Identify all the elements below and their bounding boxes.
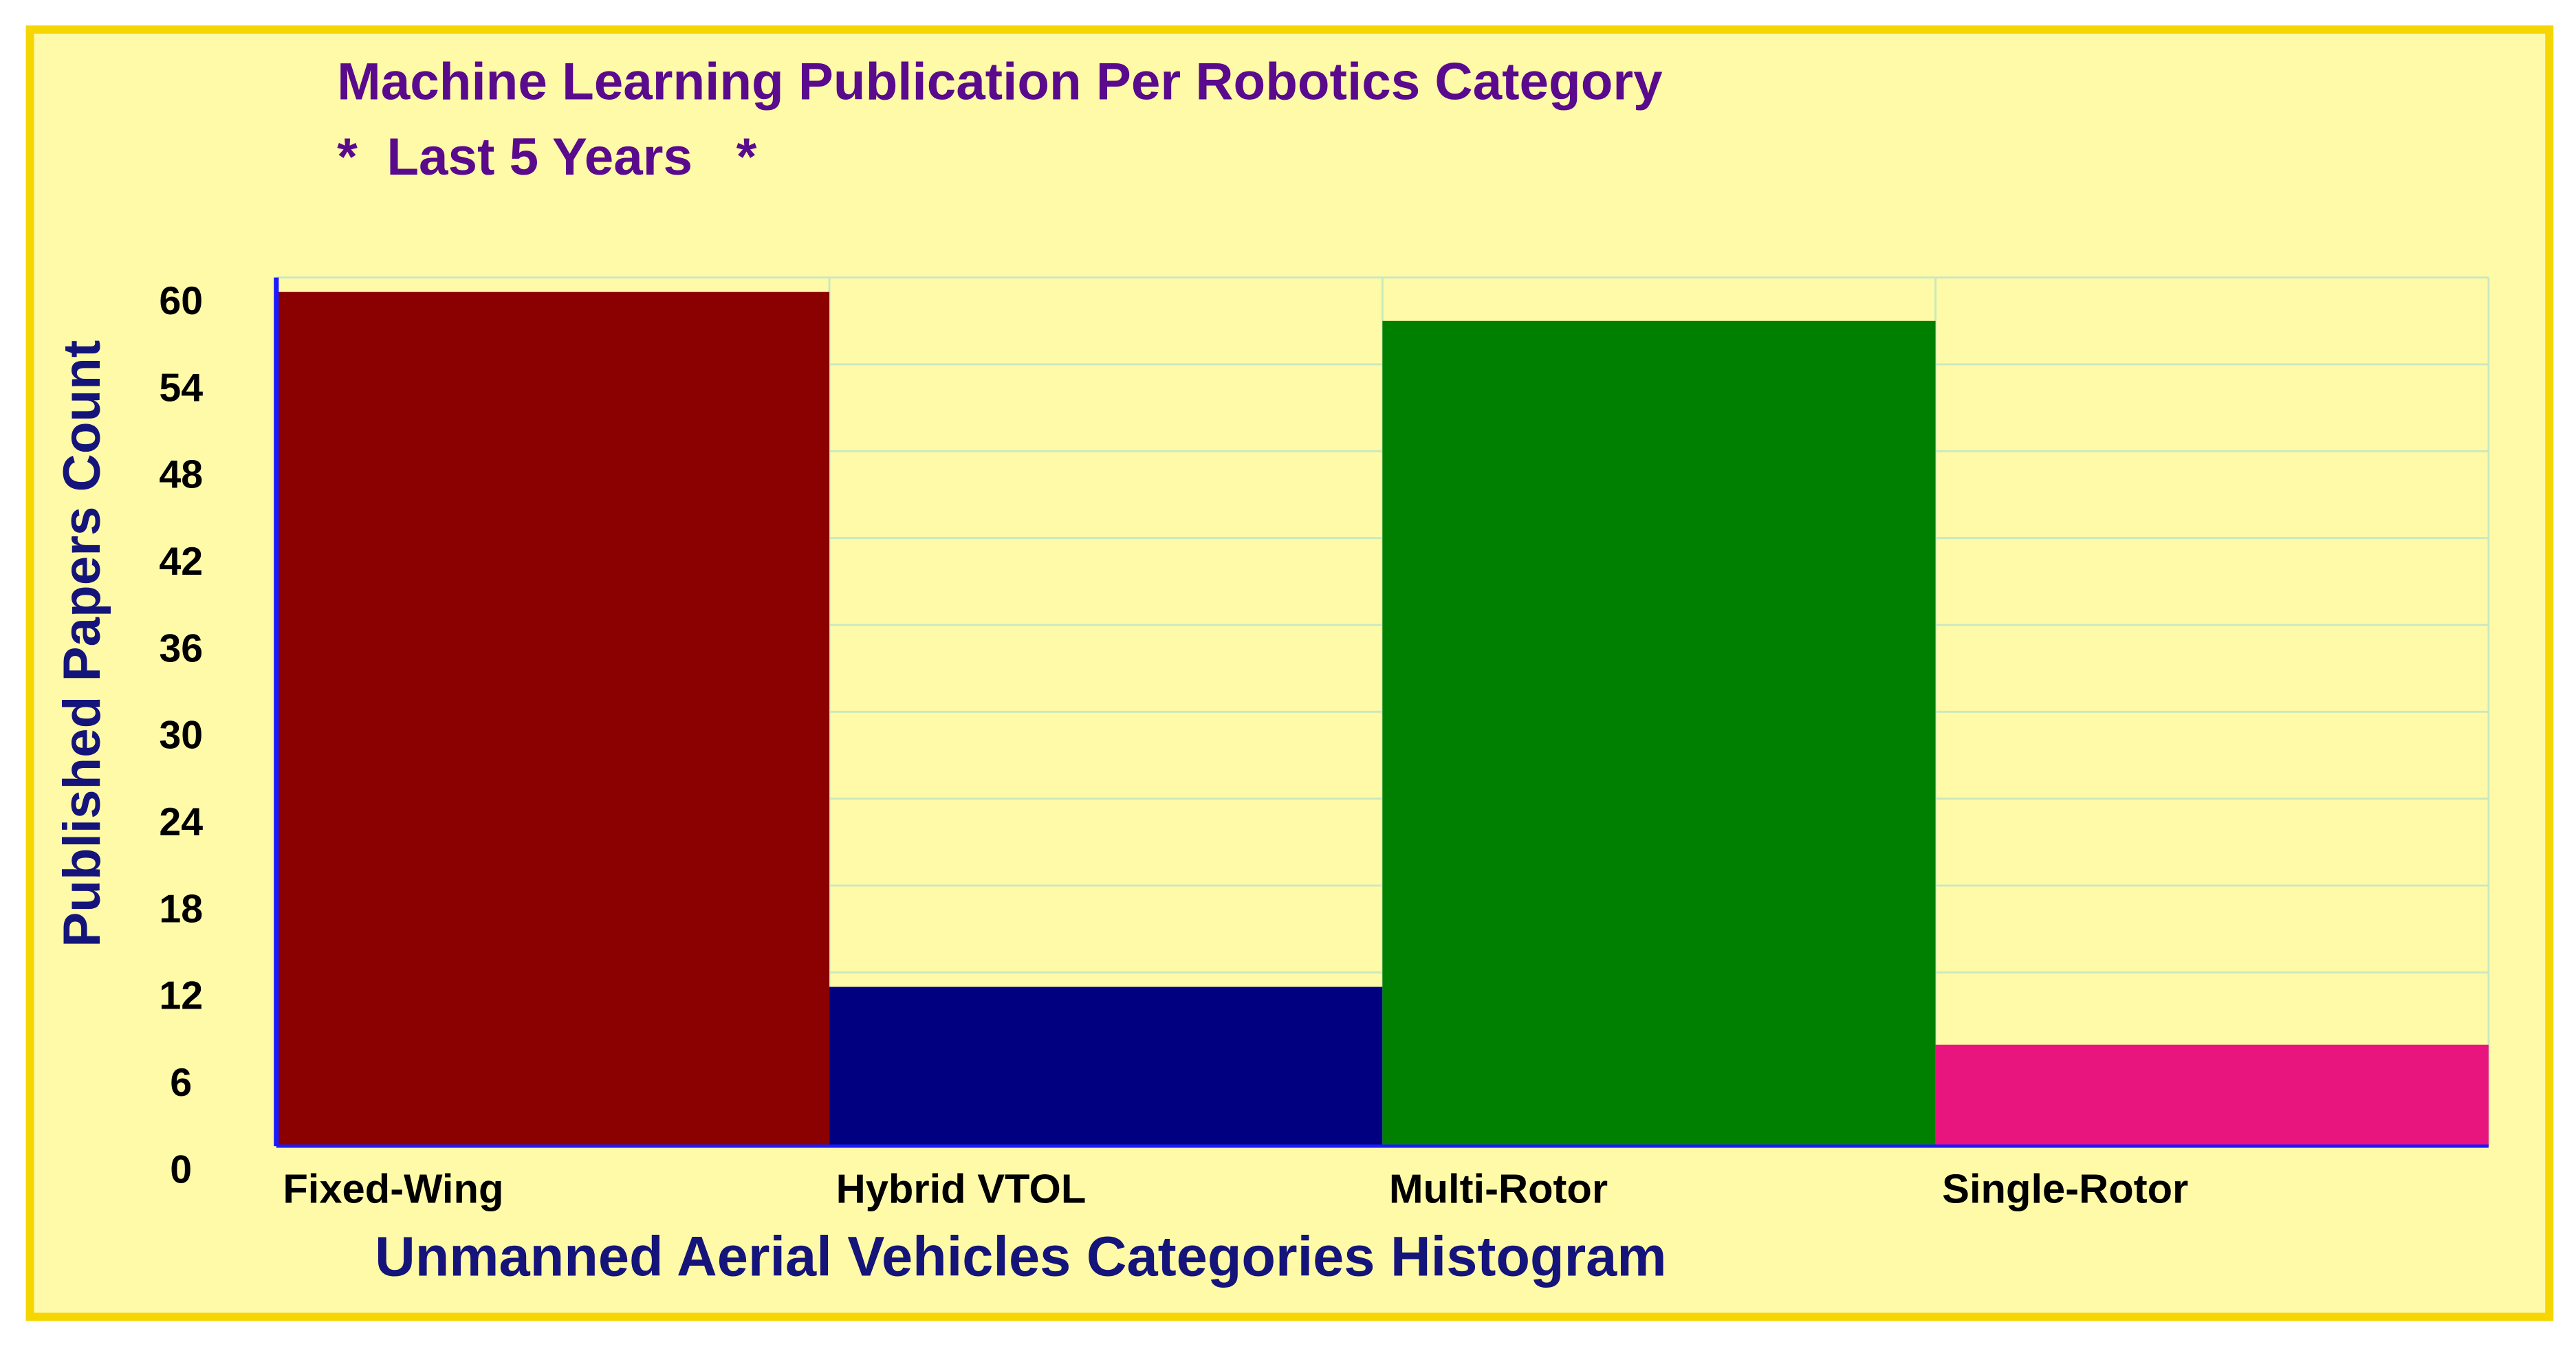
bar — [276, 292, 830, 1147]
y-tick-label: 60 — [159, 279, 203, 323]
y-tick-label: 12 — [159, 974, 203, 1018]
y-axis-title: Published Papers Count — [53, 340, 111, 947]
y-tick-label: 36 — [159, 626, 203, 670]
chart-title: Machine Learning Publication Per Robotic… — [337, 52, 1663, 111]
y-tick-label: 6 — [170, 1061, 192, 1105]
x-tick-label: Fixed-Wing — [283, 1166, 503, 1212]
x-tick-label: Single-Rotor — [1942, 1166, 2188, 1212]
y-tick-label: 18 — [159, 887, 203, 931]
chart-subtitle: * Last 5 Years * — [337, 128, 757, 186]
bar — [1935, 1044, 2489, 1147]
x-axis-title: Unmanned Aerial Vehicles Categories Hist… — [375, 1226, 1666, 1288]
bar — [829, 987, 1383, 1147]
bar — [1382, 320, 1936, 1147]
y-tick-label: 24 — [159, 800, 203, 844]
y-tick-label: 0 — [170, 1147, 192, 1191]
y-tick-label: 54 — [159, 366, 203, 410]
y-tick-label: 30 — [159, 714, 203, 758]
x-tick-label: Multi-Rotor — [1389, 1166, 1608, 1212]
x-tick-label: Hybrid VTOL — [836, 1166, 1087, 1212]
y-tick-label: 48 — [159, 453, 203, 497]
y-tick-label: 42 — [159, 540, 203, 584]
